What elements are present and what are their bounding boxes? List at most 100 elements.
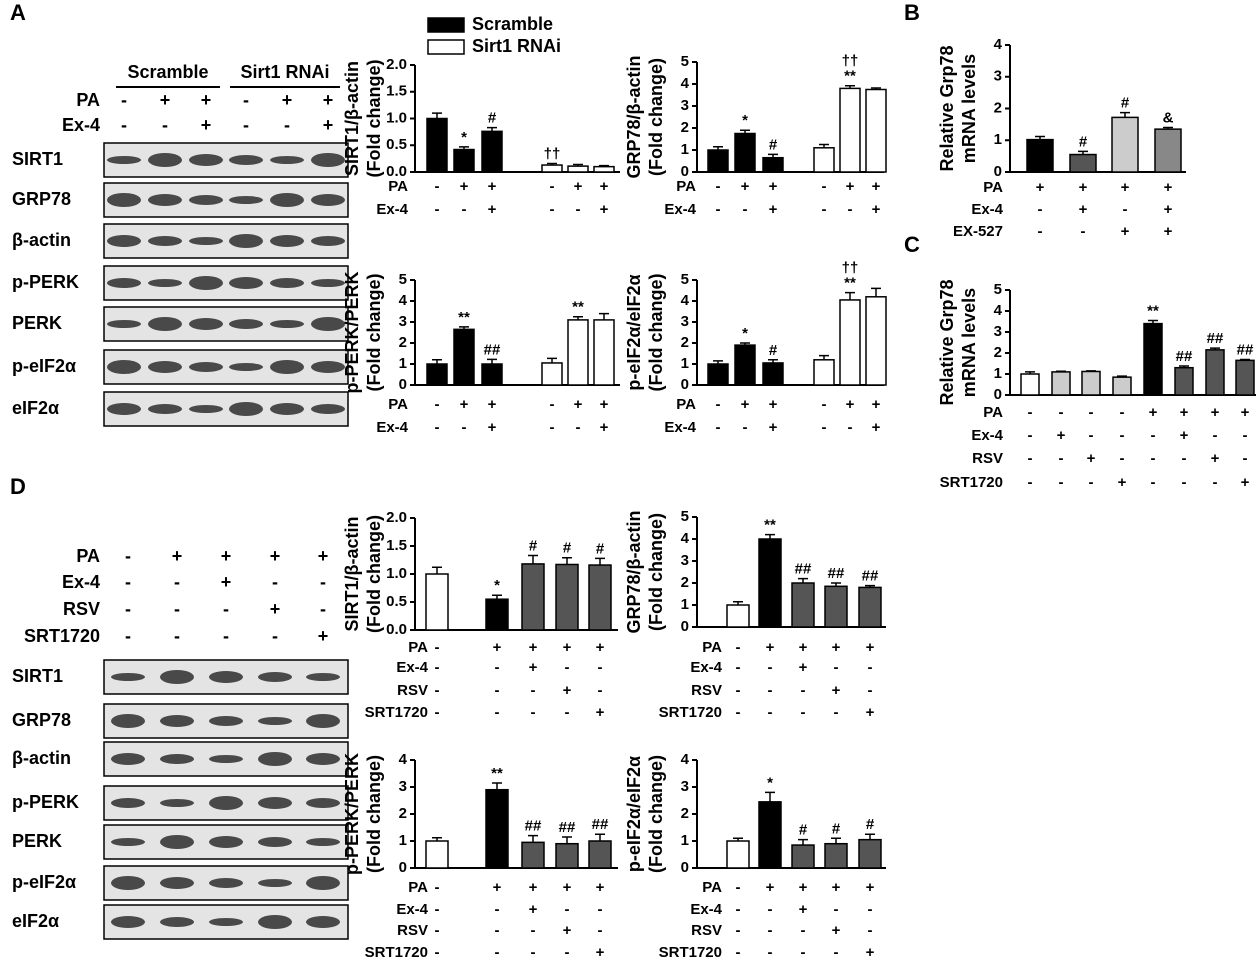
error-bar xyxy=(432,837,442,841)
condition-mark: - xyxy=(435,178,440,195)
error-bar xyxy=(432,112,442,119)
bar xyxy=(555,563,579,631)
error-bar xyxy=(595,833,605,841)
y-axis-label: (Fold change) xyxy=(646,755,666,873)
blot-band xyxy=(148,279,182,287)
y-tick-label: 5 xyxy=(681,508,689,525)
y-tick-label: 2 xyxy=(681,119,689,136)
blot-band xyxy=(148,194,182,206)
blot-band xyxy=(107,193,141,207)
error-bar xyxy=(871,287,881,297)
condition-mark: - xyxy=(768,682,773,699)
condition-mark: + xyxy=(221,546,232,566)
condition-mark: - xyxy=(284,115,290,135)
condition-mark: - xyxy=(1089,427,1094,444)
panel-label: A xyxy=(10,0,26,25)
condition-mark: + xyxy=(1121,179,1130,196)
condition-mark: - xyxy=(125,599,131,619)
condition-label: PA xyxy=(408,639,428,656)
condition-mark: + xyxy=(741,396,750,413)
protein-label: β-actin xyxy=(12,748,71,768)
blot-band xyxy=(258,879,292,887)
error-bar xyxy=(547,162,557,166)
bar xyxy=(1154,128,1182,173)
error-bar xyxy=(432,359,442,364)
condition-mark: + xyxy=(1118,474,1127,491)
condition-mark: + xyxy=(318,626,329,646)
y-axis-label: (Fold change) xyxy=(364,515,384,633)
condition-mark: - xyxy=(822,396,827,413)
condition-mark: - xyxy=(736,922,741,939)
y-tick-label: 3 xyxy=(399,313,407,330)
condition-mark: - xyxy=(768,944,773,961)
condition-mark: - xyxy=(801,922,806,939)
error-bar xyxy=(740,129,750,134)
y-tick-label: 0 xyxy=(399,376,407,393)
blot-group-label: Scramble xyxy=(127,62,208,82)
y-tick-label: 1 xyxy=(681,596,689,613)
condition-label: SRT1720 xyxy=(365,704,428,721)
condition-mark: + xyxy=(799,879,808,896)
significance-mark: # xyxy=(1121,95,1130,112)
bar xyxy=(1051,371,1071,396)
y-tick-label: 2.0 xyxy=(386,56,407,73)
condition-label: Ex-4 xyxy=(664,419,696,436)
blot-strip xyxy=(103,349,349,385)
condition-mark: + xyxy=(493,879,502,896)
condition-mark: - xyxy=(1120,450,1125,467)
bar xyxy=(555,842,579,869)
bar xyxy=(1143,322,1163,396)
protein-label: p-eIF2α xyxy=(12,356,76,376)
error-bar xyxy=(487,126,497,132)
condition-mark: - xyxy=(495,659,500,676)
condition-label: Ex-4 xyxy=(396,901,428,918)
condition-mark: + xyxy=(529,879,538,896)
significance-mark: * xyxy=(461,129,467,146)
error-bar xyxy=(528,834,538,843)
condition-mark: + xyxy=(574,396,583,413)
bar xyxy=(1205,349,1225,396)
blot-band xyxy=(107,156,141,164)
condition-mark: - xyxy=(716,178,721,195)
blot-strip xyxy=(103,306,349,342)
error-bar xyxy=(487,358,497,364)
bar xyxy=(865,88,887,173)
condition-mark: + xyxy=(1164,201,1173,218)
blot-band xyxy=(209,716,243,726)
error-bar xyxy=(1056,370,1066,373)
condition-mark: - xyxy=(743,201,748,218)
blot-band xyxy=(270,360,304,374)
condition-mark: + xyxy=(846,396,855,413)
condition-mark: - xyxy=(435,944,440,961)
condition-mark: + xyxy=(769,178,778,195)
panel-label: C xyxy=(904,232,920,257)
y-tick-label: 3 xyxy=(681,313,689,330)
condition-mark: - xyxy=(822,419,827,436)
condition-label: PA xyxy=(388,396,408,413)
error-bar xyxy=(865,584,875,588)
condition-mark: - xyxy=(565,659,570,676)
y-tick-label: 1 xyxy=(681,832,689,849)
bar xyxy=(567,319,589,386)
bar xyxy=(567,165,589,173)
y-tick-label: 2 xyxy=(994,99,1002,116)
error-bar xyxy=(547,357,557,363)
blot-strip xyxy=(103,223,349,259)
protein-label: β-actin xyxy=(12,230,71,250)
bar xyxy=(521,841,545,869)
condition-mark: - xyxy=(1243,450,1248,467)
blot-band xyxy=(270,278,304,288)
y-tick-label: 1 xyxy=(681,355,689,372)
y-axis-label: Relative Grp78 xyxy=(937,279,957,405)
condition-mark: + xyxy=(600,201,609,218)
blot-band xyxy=(111,798,145,808)
condition-mark: + xyxy=(600,419,609,436)
y-axis-label: GRP78/β-actin xyxy=(624,55,644,178)
condition-mark: - xyxy=(716,201,721,218)
y-tick-label: 3 xyxy=(399,778,407,795)
bar xyxy=(425,573,449,631)
y-tick-label: 0 xyxy=(681,618,689,635)
condition-mark: - xyxy=(531,682,536,699)
condition-mark: + xyxy=(201,115,212,135)
y-tick-label: 4 xyxy=(399,292,408,309)
